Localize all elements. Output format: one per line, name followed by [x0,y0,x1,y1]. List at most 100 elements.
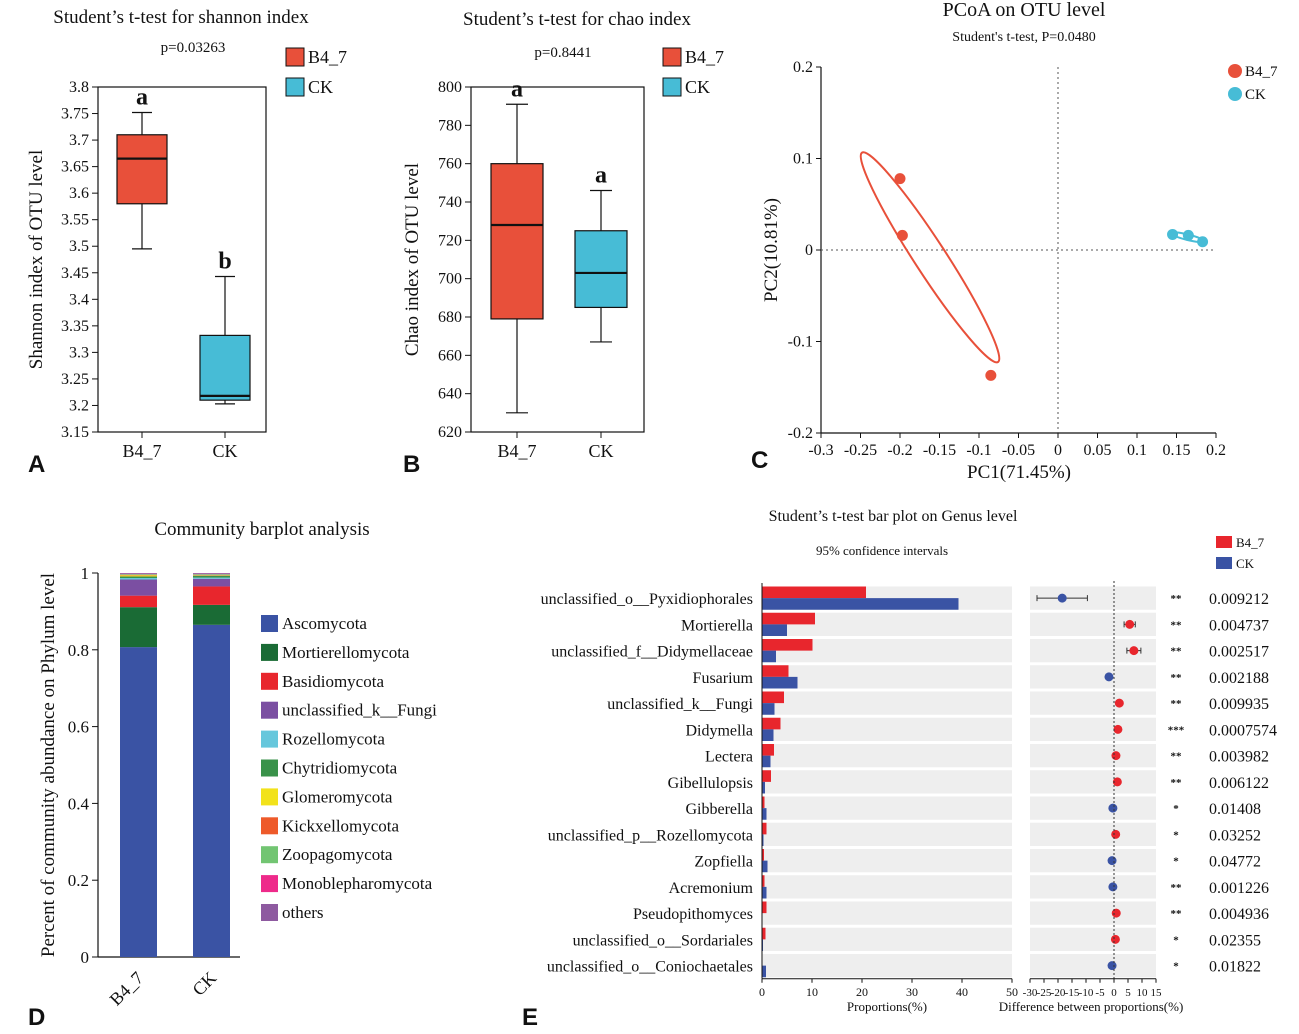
significance-stars: ** [1171,908,1183,920]
diff-point [1125,619,1135,629]
p-value: p=0.03263 [161,40,226,56]
legend-label: CK [685,77,710,97]
chart-title: PCoA on OTU level [943,0,1106,21]
diff-point [1111,908,1121,918]
row-stripe [762,927,1012,951]
row-stripe [1030,612,1156,636]
genus-label: Gibellulopsis [668,775,753,792]
bar-ck [762,834,764,846]
chart-title: Student’s t-test for chao index [463,9,691,30]
bar-b47 [762,744,774,756]
x-tick-label: -0.25 [844,442,877,459]
y-tick-label: 0.8 [68,641,89,660]
segment-others [120,573,157,574]
p-value: 0.01822 [1209,959,1261,976]
p-value: p=0.8441 [534,45,591,61]
bar-ck [762,729,774,741]
point-B4_7 [985,369,997,381]
significance-letter: a [136,84,148,110]
plot-frame [97,86,267,433]
x-tick-label: 50 [1006,985,1018,999]
x-tick-label-diff: 15 [1151,987,1163,999]
legend-swatch [1216,536,1232,548]
row-stripe [762,717,1012,741]
significance-stars: * [1173,829,1179,841]
point-CK [1182,229,1194,241]
legend-swatch [261,643,278,661]
y-tick-label: 620 [438,424,462,441]
row-stripe [1030,639,1156,663]
y-tick-label: 700 [438,271,462,288]
legend-label: unclassified_k__Fungi [282,701,437,720]
legend-swatch [261,672,278,690]
row-stripe [1030,744,1156,768]
x-axis-label: PC1(71.45%) [967,462,1071,483]
p-value: 0.04772 [1209,854,1261,871]
legend-label: Chytridiomycota [282,759,398,778]
diff-point [1114,698,1124,708]
chart-subtitle: Student's t-test, P=0.0480 [952,30,1095,45]
row-stripe [762,901,1012,925]
bar-ck [762,598,959,610]
box-B4_7 [116,134,168,205]
x-tick-label: -0.1 [966,442,991,459]
p-value: 0.002188 [1209,670,1269,687]
y-tick-label: 0 [805,242,813,259]
segment-Rozellomycota [120,577,157,580]
segment-Ascomycota [193,624,230,957]
legend-label: Rozellomycota [282,730,385,749]
y-tick-label: 3.4 [69,291,89,308]
p-value: 0.006122 [1209,775,1269,792]
y-tick-label: -0.1 [788,334,813,351]
significance-stars: ** [1171,698,1183,710]
row-stripe [762,744,1012,768]
segment-Glomeromycota [120,575,157,577]
y-tick-label: 3.65 [61,159,89,176]
p-value: 0.004936 [1209,906,1269,923]
legend-swatch [261,788,278,806]
segment-Zoopagomycota [120,574,157,575]
panel-B: Student’s t-test for chao index p=0.8441 6… [402,9,724,478]
x-axis-label-diff: Difference between proportions(%) [999,999,1184,1014]
row-stripe [1030,954,1156,978]
genus-label: Gibberella [685,801,753,818]
panel-A: Student’s t-test for shannon index p=0.03… [26,7,347,478]
y-axis-label: Percent of community abundance on Phylum… [38,573,59,957]
panel-D: Community barplot analysis 0 0.2 0.4 0.6 0.8 1… [28,519,437,1031]
point-CK [1197,236,1209,248]
p-value: 0.03252 [1209,827,1261,844]
y-tick-label: 680 [438,309,462,326]
significance-stars: ** [1171,672,1183,684]
bar-b47 [762,901,767,914]
legend-label: B4_7 [685,47,724,67]
x-tick-label: B4_7 [122,441,161,461]
p-value: 0.002517 [1209,644,1269,661]
genus-label: unclassified_o__Sordariales [573,932,753,949]
y-tick-label: 800 [438,79,462,96]
legend-swatch [662,47,682,67]
y-tick-label: 3.7 [69,132,89,149]
significance-stars: * [1173,856,1179,868]
legend-label: B4_7 [308,47,347,67]
segment-Basidiomycota [120,595,157,608]
bar-ck [762,808,767,820]
diff-point [1129,646,1139,656]
genus-label: unclassified_o__Pyxidiophorales [541,591,753,608]
significance-stars: * [1173,803,1179,815]
row-stripe [1030,770,1156,794]
row-stripe [1030,586,1156,610]
bar-b47 [762,822,767,835]
y-tick-label: 3.6 [69,185,89,202]
significance-stars: ** [1171,882,1183,894]
x-tick-label: B4_7 [106,968,148,1010]
legend-marker [1228,64,1242,78]
bar-b47 [762,586,866,599]
genus-label: Didymella [685,722,753,739]
legend-swatch [261,615,278,632]
row-stripe [762,849,1012,873]
legend-label: others [282,903,324,922]
legend-label: Monoblepharomycota [282,874,433,893]
y-tick-label: 3.5 [69,238,89,255]
segment-Rozellomycota [193,577,230,579]
